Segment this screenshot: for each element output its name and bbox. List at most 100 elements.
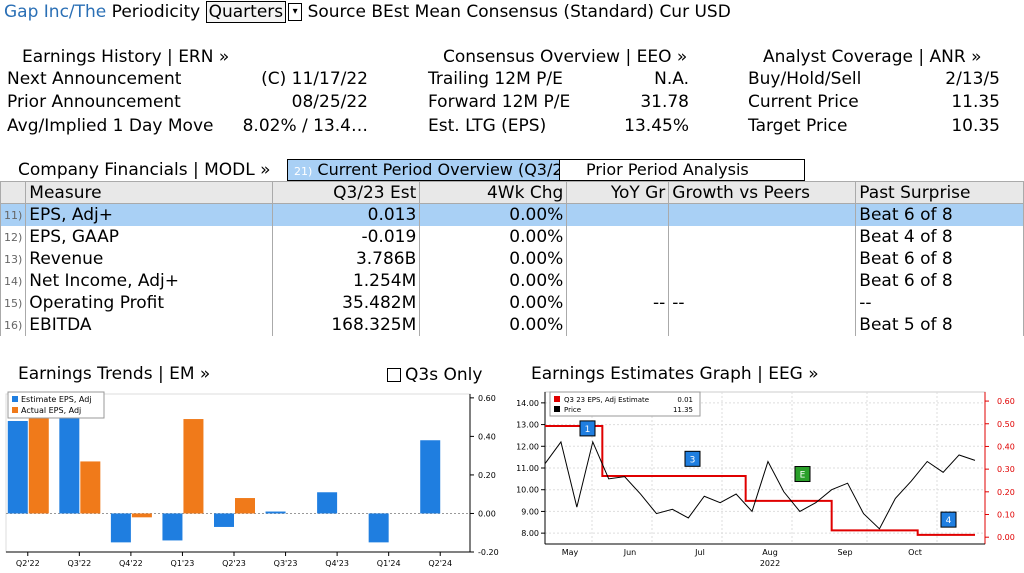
left-tick-label: 9.00 (521, 507, 539, 516)
right-tick-label: 0.40 (997, 442, 1015, 451)
column-header-measure[interactable]: Measure (25, 181, 274, 204)
legend-swatch (554, 406, 560, 412)
marker-box (684, 450, 701, 467)
avg-move-value: 8.02% / 13.4… (242, 116, 368, 136)
x-tick-label: Sep (837, 548, 852, 557)
right-tick-label: 0.30 (997, 465, 1015, 474)
legend-swatch (554, 396, 560, 402)
x-tick-label: Aug (762, 548, 778, 557)
legend-label: Q3 23 EPS, Adj Estimate (564, 396, 649, 404)
ticker-link[interactable]: Gap Inc/The (4, 2, 107, 22)
marker-label: E (800, 471, 806, 481)
row-surprise: Beat 4 of 8 (855, 226, 1024, 248)
y-tick-label: 0.60 (478, 394, 496, 403)
row-estimate: 0.013 (272, 203, 421, 226)
row-measure: EBITDA (25, 314, 274, 336)
x-tick-label: Q4'23 (325, 559, 349, 568)
trailing-pe-label: Trailing 12M P/E (428, 69, 563, 89)
legend-box (7, 391, 105, 419)
left-tick-label: 10.00 (516, 486, 539, 495)
y-tick-label: 0.00 (478, 509, 496, 518)
price-line (544, 440, 976, 530)
actual-bar (28, 399, 49, 514)
right-tick-label: 0.10 (997, 511, 1015, 520)
row-surprise: -- (855, 292, 1024, 314)
row-measure: Net Income, Adj+ (25, 270, 274, 292)
current-price-label: Current Price (748, 92, 859, 112)
row-peers (668, 248, 857, 270)
tab-current-period[interactable]: 21) Current Period Overview (Q3/23) (287, 159, 586, 181)
prior-announcement-label: Prior Announcement (7, 92, 181, 112)
legend-value: 11.35 (673, 406, 693, 414)
ltg-value: 13.45% (624, 116, 689, 136)
estimate-bar (162, 513, 183, 541)
row-measure: EPS, GAAP (25, 226, 274, 248)
earnings-history-title[interactable]: Earnings History | ERN » (22, 47, 230, 67)
y-tick-label: 0.40 (478, 432, 496, 441)
actual-bar (131, 513, 152, 518)
row-index: 16) (0, 314, 27, 336)
actual-bar (235, 498, 255, 514)
legend-value: 0.01 (677, 396, 693, 404)
column-header-surprise[interactable]: Past Surprise (855, 181, 1024, 204)
row-peers: -- (668, 292, 857, 314)
column-header-yoy[interactable]: YoY Gr (566, 181, 670, 204)
table-row[interactable]: 16) EBITDA 168.325M 0.00% Beat 5 of 8 (0, 314, 1024, 336)
row-peers (668, 314, 857, 336)
chevron-down-icon[interactable]: ▾ (288, 3, 303, 21)
x-tick-label: Q1'23 (171, 559, 195, 568)
row-yoy (566, 203, 670, 226)
q3s-only-checkbox[interactable]: Q3s Only (387, 365, 482, 385)
table-row[interactable]: 11) EPS, Adj+ 0.013 0.00% Beat 6 of 8 (0, 203, 1024, 226)
row-index: 13) (0, 248, 27, 270)
column-header-4wk-chg[interactable]: 4Wk Chg (419, 181, 568, 204)
event-marker: 3 (684, 450, 701, 467)
table-row[interactable]: 13) Revenue 3.786B 0.00% Beat 6 of 8 (0, 248, 1024, 270)
right-tick-label: 0.60 (997, 397, 1015, 406)
source-text: Source BEst Mean Consensus (Standard) Cu… (307, 2, 731, 22)
x-tick-label: Q4'22 (119, 559, 143, 568)
row-measure: EPS, Adj+ (25, 203, 274, 226)
marker-box (794, 466, 811, 483)
marker-box (579, 420, 596, 437)
estimates-graph-title[interactable]: Earnings Estimates Graph | EEG » (531, 364, 819, 384)
analyst-title[interactable]: Analyst Coverage | ANR » (763, 47, 982, 67)
x-sublabel: 2022 (760, 559, 780, 568)
row-estimate: 35.482M (272, 292, 421, 314)
x-tick-label: Q3'22 (67, 559, 91, 568)
row-surprise: Beat 5 of 8 (855, 314, 1024, 336)
legend-label: Actual EPS, Adj (21, 406, 81, 415)
periodicity-select[interactable]: Quarters (205, 1, 287, 23)
estimate-bar (317, 492, 338, 514)
legend-swatch (12, 396, 18, 402)
earnings-trends-chart: 0.60 0.40 0.20 0.00 -0.20 Q2'22 Q3'22 Q4'22 Q1'2… (5, 391, 499, 568)
x-tick-label: Q2'24 (428, 559, 452, 568)
checkbox-icon[interactable] (387, 368, 401, 382)
row-4wk-chg: 0.00% (419, 226, 568, 248)
target-price-value: 10.35 (951, 116, 1000, 136)
table-row[interactable]: 15) Operating Profit 35.482M 0.00% -- -- -- (0, 292, 1024, 314)
row-measure: Revenue (25, 248, 274, 270)
q3s-only-label: Q3s Only (405, 365, 483, 385)
row-estimate: 1.254M (272, 270, 421, 292)
x-tick-label: Jun (623, 548, 637, 557)
earnings-trends-title[interactable]: Earnings Trends | EM » (18, 364, 211, 384)
marker-label: 4 (946, 516, 952, 526)
table-row[interactable]: 12) EPS, GAAP -0.019 0.00% Beat 4 of 8 (0, 226, 1024, 248)
estimate-bar (420, 440, 441, 514)
column-header-estimate[interactable]: Q3/23 Est (272, 181, 421, 204)
estimate-bar (265, 511, 286, 514)
consensus-title[interactable]: Consensus Overview | EEO » (443, 47, 688, 67)
row-yoy (566, 270, 670, 292)
current-price-value: 11.35 (951, 92, 1000, 112)
table-row[interactable]: 14) Net Income, Adj+ 1.254M 0.00% Beat 6 of … (0, 270, 1024, 292)
tab-prior-period[interactable]: Prior Period Analysis (Q2/23) (559, 159, 805, 199)
left-tick-label: 14.00 (516, 399, 539, 408)
row-4wk-chg: 0.00% (419, 314, 568, 336)
x-tick-label: Q1'24 (377, 559, 401, 568)
column-header-peers[interactable]: Growth vs Peers (668, 181, 857, 204)
company-financials-title[interactable]: Company Financials | MODL » (18, 160, 271, 180)
estimate-bar (7, 420, 28, 514)
row-estimate: 3.786B (272, 248, 421, 270)
x-tick-label: Oct (908, 548, 922, 557)
